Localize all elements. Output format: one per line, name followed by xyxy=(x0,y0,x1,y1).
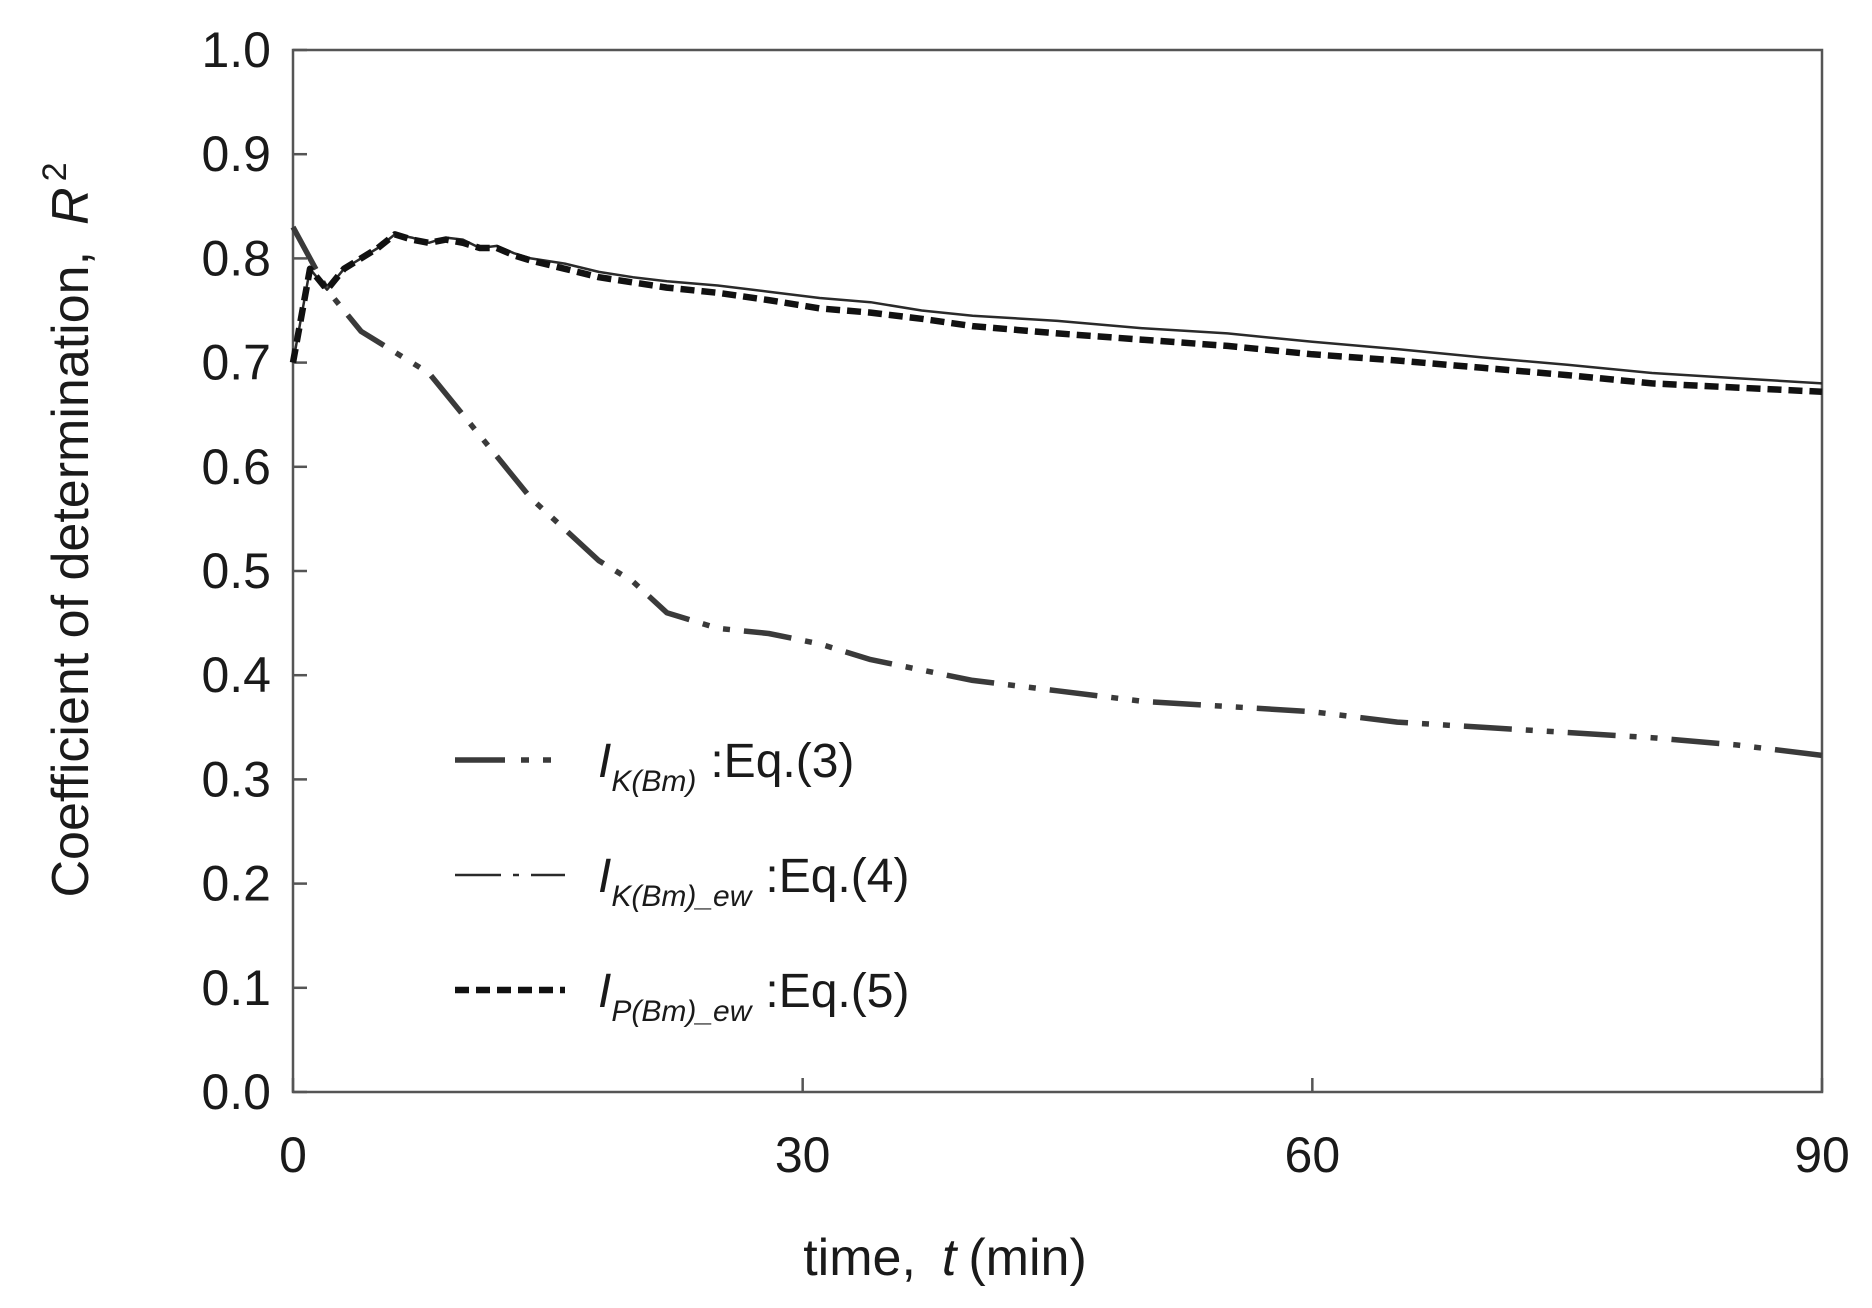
series-eq4-line xyxy=(291,233,1823,385)
legend-label: IP(Bm)_ew :Eq.(5) xyxy=(598,965,909,1028)
x-tick-label: 30 xyxy=(775,1127,831,1183)
y-tick-label: 0.9 xyxy=(201,126,271,182)
legend-label-subscript: K(Bm) xyxy=(611,765,696,798)
legend-label-equation: :Eq.(5) xyxy=(765,965,909,1018)
x-axis-title-prefix: time, xyxy=(803,1229,916,1287)
legend-label-subscript: K(Bm)_ew xyxy=(611,880,753,913)
y-tick-label: 0.4 xyxy=(201,647,271,703)
y-tick-label: 0.8 xyxy=(201,230,271,286)
y-tick-label: 0.0 xyxy=(201,1064,271,1120)
x-tick-label: 60 xyxy=(1285,1127,1341,1183)
legend-label-base: I xyxy=(598,965,611,1018)
x-axis: 0 30 60 90 xyxy=(279,1078,1850,1183)
legend: IK(Bm):Eq.(3)IK(Bm)_ew:Eq.(4)IP(Bm)_ew:E… xyxy=(455,735,909,1028)
y-tick-label: 0.5 xyxy=(201,543,271,599)
series-eq5-line xyxy=(289,231,1823,396)
legend-label: IK(Bm)_ew :Eq.(4) xyxy=(598,850,909,913)
legend-label-base: I xyxy=(598,850,611,903)
legend-label-equation: :Eq.(4) xyxy=(765,850,909,903)
legend-item-eq4: IK(Bm)_ew :Eq.(4) xyxy=(455,850,909,913)
x-axis-title-symbol: t xyxy=(942,1229,959,1287)
y-tick-label: 0.1 xyxy=(201,960,271,1016)
x-axis-title-unit: (min) xyxy=(968,1229,1086,1287)
y-tick-label: 0.6 xyxy=(201,439,271,495)
y-tick-label: 1.0 xyxy=(201,22,271,78)
x-tick-label: 90 xyxy=(1794,1127,1850,1183)
y-axis-title: Coefficient of determination, R 2 xyxy=(36,162,100,897)
x-tick-label: 0 xyxy=(279,1127,307,1183)
y-tick-label: 0.3 xyxy=(201,751,271,807)
y-axis-title-prefix: Coefficient of determination, xyxy=(42,251,100,898)
legend-item-eq3: IK(Bm) :Eq.(3) xyxy=(455,735,854,798)
legend-label: IK(Bm) :Eq.(3) xyxy=(598,735,854,798)
y-axis-title-superscript: 2 xyxy=(36,162,74,181)
y-tick-label: 0.7 xyxy=(201,335,271,391)
legend-label-equation: :Eq.(3) xyxy=(710,735,854,788)
series-lines xyxy=(289,225,1823,759)
y-axis-title-symbol: R xyxy=(42,187,100,225)
y-axis: 0.0 0.1 0.2 0.3 0.4 0.5 0.6 0.7 0.8 0.9 1.0 xyxy=(201,22,307,1120)
legend-label-subscript: P(Bm)_ew xyxy=(611,995,753,1028)
y-tick-label: 0.2 xyxy=(201,856,271,912)
x-axis-title: time, t (min) xyxy=(803,1229,1087,1287)
legend-label-base: I xyxy=(598,735,611,788)
series-eq3-line xyxy=(290,225,1823,759)
legend-item-eq5: IP(Bm)_ew :Eq.(5) xyxy=(455,965,909,1028)
